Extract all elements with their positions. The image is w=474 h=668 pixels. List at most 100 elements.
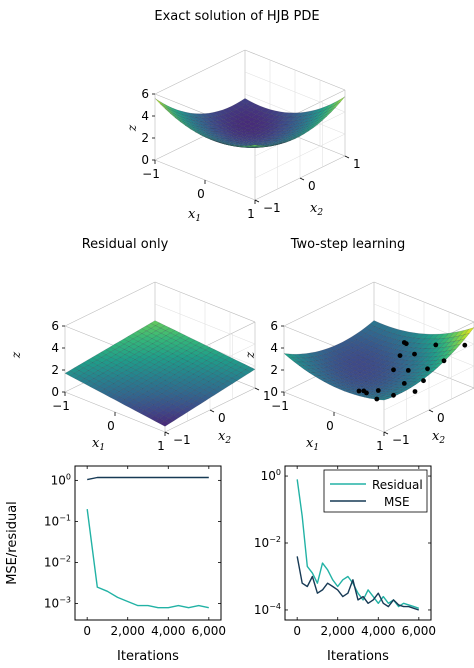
p2-ytick-label: −1 xyxy=(392,433,410,447)
p3-xtick-label: 0 xyxy=(83,624,91,638)
p0-ztick-label: 4 xyxy=(141,109,149,123)
p1-surface-patch xyxy=(249,144,260,147)
p1-ytick xyxy=(254,387,260,391)
p3-xtick-label: 2,000 xyxy=(111,624,145,638)
p1-ytick xyxy=(209,409,215,413)
panel5-legend: Residual MSE xyxy=(323,469,428,513)
panel3-title: Two-step learning xyxy=(290,237,406,252)
p3-data-point xyxy=(433,342,439,348)
p2-surface-patch xyxy=(213,386,224,393)
p0-ytick xyxy=(254,199,260,203)
p0-xtick-label: 0 xyxy=(197,187,205,201)
panel4-frame xyxy=(74,465,222,621)
p0-ztick-label: 0 xyxy=(141,153,149,167)
p1-xtick-label: 0 xyxy=(107,419,115,433)
p2-box-edge xyxy=(64,281,156,327)
p2-ytick xyxy=(428,409,434,413)
p4-ytick-label: 10−2 xyxy=(254,535,281,550)
p2-ytick xyxy=(383,431,389,435)
p0-ytick xyxy=(299,177,305,181)
p2-grid-line xyxy=(154,303,256,345)
p1-xtick-label: −1 xyxy=(52,399,70,413)
p2-surface-patch xyxy=(222,380,233,387)
p3-data-point xyxy=(397,353,403,358)
p4-series-line-0 xyxy=(296,479,420,609)
p1-surface-patch xyxy=(267,144,278,147)
legend-label-residual: Residual xyxy=(372,478,423,492)
panel3-xlabel: x1 xyxy=(306,436,319,453)
p1-ztick-label: 2 xyxy=(51,363,59,377)
panel3-data-points xyxy=(356,340,468,402)
p1-ztick-label: 4 xyxy=(51,341,59,355)
p3-xtick-label: 4,000 xyxy=(151,624,185,638)
p1-box-edge xyxy=(154,49,246,95)
p3-surface-patch xyxy=(454,338,466,346)
panel4-xlabel: Iterations xyxy=(117,649,179,664)
p1-grid-line xyxy=(244,71,346,113)
p2-surface-patch xyxy=(173,412,184,419)
p4-ytick-label: 100 xyxy=(261,468,281,483)
p2-surface-patch xyxy=(231,375,242,381)
p3-surface-patch xyxy=(423,370,435,376)
p2-xtick-label: 1 xyxy=(376,439,384,453)
p1-surface-patch xyxy=(335,96,346,105)
p4-ytick-label: 10−4 xyxy=(254,602,281,617)
p3-ytick-label: 10−2 xyxy=(44,555,71,570)
p3-surface-patch xyxy=(405,384,417,388)
p0-xtick-label: 1 xyxy=(247,207,255,221)
panel3-ylabel: x2 xyxy=(432,429,445,446)
p1-xtick-label: 1 xyxy=(157,439,165,453)
p1-ytick-label: 0 xyxy=(218,411,226,425)
p1-ytick-label: −1 xyxy=(173,433,191,447)
p0-ztick-label: 6 xyxy=(141,87,149,101)
p0-ztick-label: 2 xyxy=(141,131,149,145)
p1-grid-line xyxy=(254,133,346,179)
p2-xtick-label: 0 xyxy=(326,419,334,433)
panel4-ylabel: MSE/residual xyxy=(5,501,20,585)
panel1-ylabel: x2 xyxy=(310,201,323,218)
p0-ytick-label: 1 xyxy=(353,157,361,171)
p1-ztick-label: 0 xyxy=(51,385,59,399)
p1-surface-patch xyxy=(303,127,314,133)
p0-ytick-label: −1 xyxy=(263,201,281,215)
panel1-xlabel: x1 xyxy=(188,207,201,224)
p2-surface-patch xyxy=(236,372,247,379)
panel5-series xyxy=(296,479,420,611)
p1-ytick-label: 1 xyxy=(263,389,271,403)
panel4-ticks: 0 2,000 4,000 6,000 100 10−1 10−2 10−3 xyxy=(44,466,226,638)
panel4-series xyxy=(86,476,209,609)
p2-ytick-label: 0 xyxy=(437,411,445,425)
p3-surface-patch xyxy=(409,381,421,386)
p2-surface-patch xyxy=(186,403,197,410)
p3-data-point xyxy=(421,378,426,384)
p3-data-point xyxy=(425,366,430,372)
p2-surface-patch xyxy=(245,366,256,373)
p2-surface-patch xyxy=(227,377,238,384)
panel5-xlabel: Iterations xyxy=(327,649,389,664)
line-panel-right: 0 2,000 4,000 6,000 100 10−2 10−4 Residual MSE… xyxy=(254,465,436,664)
p4-series-line-1 xyxy=(296,556,420,611)
p2-ztick-label: 0 xyxy=(270,385,278,399)
p1-surface-patch xyxy=(154,98,165,107)
legend-label-mse: MSE xyxy=(384,495,410,509)
p2-surface-patch xyxy=(209,389,220,396)
p3-data-point xyxy=(374,396,380,402)
p0-ytick-label: 0 xyxy=(308,179,316,193)
panel2-surface xyxy=(64,320,256,427)
panel2-xlabel: x1 xyxy=(92,436,105,453)
p1-surface-patch xyxy=(254,145,265,147)
p2-surface-patch xyxy=(204,392,215,399)
line-panel-left: 0 2,000 4,000 6,000 100 10−1 10−2 10−3 Iteratio… xyxy=(5,465,226,664)
p2-ztick-label: 2 xyxy=(270,363,278,377)
panel1-zlabel: z xyxy=(125,124,139,132)
p3-data-point xyxy=(412,351,417,357)
p3-data-point xyxy=(441,358,447,364)
p4-xtick-label: 4,000 xyxy=(361,624,395,638)
panel2-zlabel: z xyxy=(9,351,23,359)
p3-data-point xyxy=(462,342,468,348)
